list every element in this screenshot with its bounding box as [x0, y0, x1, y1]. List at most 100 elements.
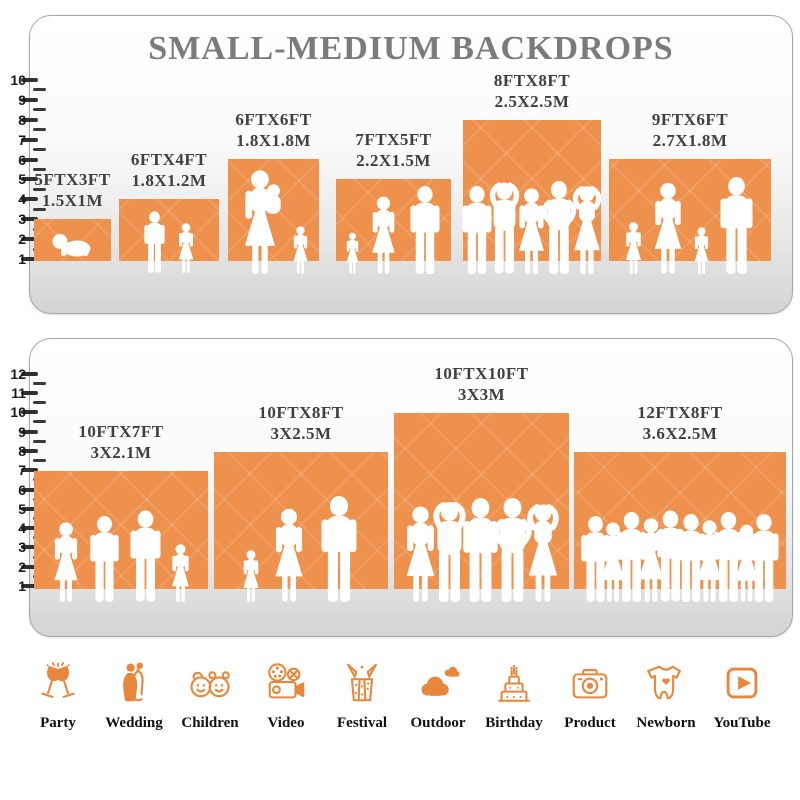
people-silhouettes [49, 510, 194, 602]
category-label: Video [267, 715, 305, 731]
ruler-major-tick [21, 257, 38, 261]
people-silhouettes [237, 170, 311, 274]
size-meters: 2.5X2.5M [494, 92, 570, 112]
ruler-number: 9 [18, 423, 26, 440]
ruler-minor-tick [33, 187, 46, 191]
size-feet: 7FTX5FT [355, 129, 432, 149]
people-silhouettes [577, 510, 784, 602]
ruler-minor-tick [33, 381, 46, 385]
backdrop-size-label: 6FTX6FT 1.8X1.8M [179, 109, 369, 153]
ruler-number: 7 [18, 462, 26, 479]
party-icon [41, 662, 75, 698]
people-silhouettes [399, 498, 564, 602]
ruler-major-tick [21, 217, 38, 222]
wedding-icon [122, 662, 144, 702]
man-silhouette-icon [130, 510, 161, 602]
category-label: YouTube [713, 715, 771, 731]
children-icon [190, 671, 230, 698]
size-meters: 3X2.1M [90, 443, 152, 463]
ruler-number: 6 [18, 481, 26, 498]
ruler-number: 5 [18, 500, 26, 517]
man-silhouette-icon [749, 514, 779, 602]
ruler-major-tick [21, 371, 38, 376]
ruler-minor-tick [33, 459, 46, 463]
ruler-major-tick [21, 177, 38, 182]
ruler-number: 10 [10, 404, 26, 421]
size-feet: 6FTX6FT [235, 109, 312, 129]
ruler-number: 6 [18, 151, 26, 168]
outdoor-icon [421, 666, 460, 696]
backdrop-size-label: 12FTX8FT 3.6X2.5M [585, 402, 775, 446]
ruler-major-tick [21, 391, 38, 395]
size-meters: 1.5X1M [41, 191, 104, 211]
size-feet: 6FTX4FT [130, 149, 208, 169]
backdrop-12ftx8ft: 12FTX8FT 3.6X2.5M [574, 403, 786, 602]
ruler-major-tick [21, 506, 38, 511]
youtube-icon [726, 667, 758, 699]
ruler-number: 7 [18, 131, 26, 148]
man-silhouette-icon [676, 514, 706, 602]
ruler-major-tick [21, 429, 38, 434]
ruler-major-tick [21, 137, 38, 142]
backdrop-size-label: 7FTX5FT 2.2X1.5M [299, 129, 489, 173]
ruler-major-tick [21, 468, 38, 473]
backdrop-9ftx6ft: 9FTX6FT 2.7X1.8M [609, 110, 771, 274]
backdrop-7ftx5ft: 7FTX5FT 2.2X1.5M [336, 130, 451, 274]
category-children: Children [174, 660, 246, 732]
category-label: Outdoor [410, 715, 466, 731]
ruler-number: 9 [18, 91, 26, 108]
product-icon [572, 669, 608, 699]
ruler-number: 8 [18, 442, 26, 459]
people-silhouettes [50, 232, 96, 258]
ruler-number: 12 [10, 365, 26, 382]
man-hips-silhouette-icon [541, 181, 577, 274]
page-title: SMALL-MEDIUM BACKDROPS [148, 30, 674, 67]
man-silhouette-icon [462, 186, 492, 274]
newborn-icon [647, 665, 681, 700]
size-feet: 10FTX10FT [434, 363, 529, 383]
ruler-major-tick [21, 117, 38, 122]
size-feet: 12FTX8FT [637, 402, 723, 422]
ruler-major-tick [21, 448, 38, 453]
ruler-minor-tick [33, 401, 46, 405]
woman-silhouette-icon [275, 508, 303, 602]
backdrop-5ftx3ft: 5FTX3FT 1.5X1M [34, 170, 111, 261]
man-hips-silhouette-icon [492, 498, 532, 602]
boy-silhouette-icon [144, 211, 165, 273]
ruler-number: 11 [11, 385, 26, 401]
panel-small-medium: SMALL-MEDIUM BACKDROPS 1 2 3 4 5 6 7 8 9 10 5FTX3F… [10, 15, 793, 314]
category-label: Newborn [636, 715, 696, 731]
man-armsup-silhouette-icon [432, 502, 466, 602]
girl-silhouette-icon [625, 222, 642, 274]
category-label: Children [181, 715, 239, 731]
ruler-major-tick [21, 487, 38, 492]
category-label: Product [564, 715, 616, 731]
people-silhouettes [622, 177, 758, 274]
backdrop-10ftx10ft: 10FTX10FT 3X3M [394, 364, 569, 602]
backdrop-size-label: 8FTX8FT 2.5X2.5M [437, 70, 627, 114]
ruler-number: 1 [18, 578, 26, 594]
ruler-number: 1 [18, 251, 26, 267]
girl-silhouette-icon [243, 550, 259, 602]
woman-carry-silhouette-icon [244, 170, 281, 274]
size-meters: 2.7X1.8M [652, 131, 728, 151]
man-silhouette-icon [720, 177, 753, 274]
ruler-minor-tick [33, 128, 46, 132]
man-silhouette-icon [713, 512, 744, 602]
backdrop-8ftx8ft: 8FTX8FT 2.5X2.5M [462, 71, 602, 274]
woman-armsup-silhouette-icon [572, 186, 602, 274]
size-feet: 5FTX3FT [34, 169, 111, 189]
backdrop-6ftx6ft: 6FTX6FT 1.8X1.8M [228, 110, 319, 274]
man-silhouette-icon [409, 186, 440, 274]
backdrop-10ftx7ft: 10FTX7FT 3X2.1M [34, 422, 208, 602]
birthday-icon [498, 664, 530, 702]
size-meters: 3.6X2.5M [642, 424, 718, 444]
people-silhouettes [343, 186, 444, 274]
category-label: Festival [337, 715, 387, 731]
woman-silhouette-icon [54, 522, 78, 602]
people-silhouettes [141, 211, 197, 273]
ruler-number: 3 [18, 539, 26, 556]
ruler-minor-tick [33, 148, 46, 152]
baby-silhouette-icon [52, 234, 90, 257]
size-feet: 10FTX7FT [78, 421, 164, 441]
